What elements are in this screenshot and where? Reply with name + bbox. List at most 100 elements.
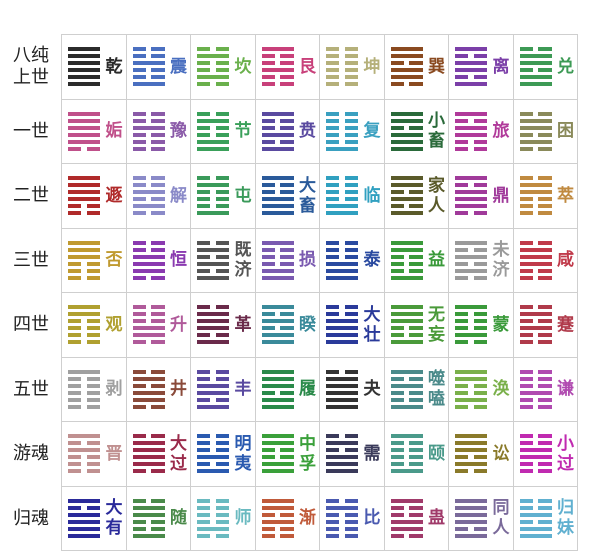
yang-segment bbox=[197, 139, 229, 144]
yang-segment bbox=[455, 82, 487, 87]
yin-segment bbox=[390, 268, 404, 273]
yang-segment bbox=[68, 533, 100, 538]
yang-segment bbox=[261, 211, 294, 216]
yin-segment bbox=[280, 183, 294, 188]
hexagram-symbol bbox=[197, 47, 229, 87]
hexagram-line bbox=[68, 240, 100, 245]
yin-segment bbox=[344, 448, 358, 453]
hexagram-line bbox=[132, 305, 165, 310]
hexagram-line bbox=[390, 247, 423, 252]
yin-segment bbox=[132, 434, 146, 439]
hexagram-line bbox=[261, 204, 294, 209]
hexagram-line bbox=[68, 455, 100, 460]
hexagram-line bbox=[261, 275, 294, 280]
yin-segment bbox=[538, 376, 552, 381]
yin-segment bbox=[197, 397, 211, 402]
hexagram-line bbox=[326, 319, 358, 324]
hexagram-name: 坎 bbox=[234, 56, 252, 77]
yang-segment bbox=[455, 176, 487, 181]
hexagram-name: 涣 bbox=[492, 379, 510, 400]
yin-segment bbox=[215, 505, 229, 510]
hexagram-line bbox=[68, 254, 100, 259]
hexagram-line bbox=[455, 183, 487, 188]
yin-segment bbox=[538, 441, 552, 446]
hexagram-cell: 屯 bbox=[190, 163, 256, 229]
yin-segment bbox=[326, 75, 340, 80]
yin-segment bbox=[280, 526, 294, 531]
yin-segment bbox=[409, 190, 423, 195]
hexagram-symbol bbox=[197, 498, 229, 538]
yin-segment bbox=[473, 118, 487, 123]
yin-segment bbox=[473, 261, 487, 266]
yang-segment bbox=[326, 204, 358, 209]
hexagram-name: 同人 bbox=[492, 498, 510, 539]
yang-segment bbox=[197, 211, 229, 216]
yin-segment bbox=[344, 247, 358, 252]
yang-segment bbox=[68, 176, 100, 181]
yin-segment bbox=[151, 75, 165, 80]
yin-segment bbox=[344, 68, 358, 73]
yin-segment bbox=[68, 376, 82, 381]
hexagram-cell: 恒 bbox=[125, 227, 191, 293]
hexagram-line bbox=[390, 326, 423, 331]
hexagram-symbol bbox=[68, 434, 100, 474]
yang-segment bbox=[68, 240, 100, 245]
hexagram-name: 萃 bbox=[557, 185, 574, 206]
yin-segment bbox=[132, 312, 146, 317]
yin-segment bbox=[280, 82, 294, 87]
yang-segment bbox=[68, 139, 100, 144]
yin-segment bbox=[215, 111, 229, 116]
hexagram-line bbox=[519, 146, 552, 151]
yang-segment bbox=[68, 247, 100, 252]
yin-segment bbox=[409, 462, 423, 467]
hexagram-cell: 离 bbox=[448, 34, 514, 100]
yang-segment bbox=[390, 118, 423, 123]
hexagram-name: 比 bbox=[363, 508, 381, 529]
hexagram-line bbox=[197, 176, 229, 181]
hexagram-line bbox=[132, 197, 165, 202]
yin-segment bbox=[326, 68, 340, 73]
hexagram-line bbox=[197, 75, 229, 80]
yin-segment bbox=[344, 197, 358, 202]
yang-segment bbox=[132, 125, 165, 130]
yin-segment bbox=[538, 240, 552, 245]
hexagram-line bbox=[132, 111, 165, 116]
hexagram-line bbox=[132, 462, 165, 467]
hexagram-line bbox=[68, 533, 100, 538]
yin-segment bbox=[473, 75, 487, 80]
yin-segment bbox=[326, 240, 340, 245]
hexagram-line bbox=[455, 47, 487, 52]
hexagram-symbol bbox=[261, 111, 294, 151]
yin-segment bbox=[68, 397, 82, 402]
yin-segment bbox=[197, 441, 211, 446]
yang-segment bbox=[68, 190, 100, 195]
hexagram-line bbox=[197, 146, 229, 151]
yang-segment bbox=[519, 448, 552, 453]
hexagram-cell: 震 bbox=[125, 34, 191, 100]
yin-segment bbox=[261, 254, 275, 259]
yin-segment bbox=[538, 211, 552, 216]
hexagram-line bbox=[261, 340, 294, 345]
hexagram-line bbox=[326, 326, 358, 331]
yang-segment bbox=[197, 146, 229, 151]
table-row: 二世 遯 解 屯 大畜 临 家人 鼎 萃 bbox=[0, 163, 578, 229]
yin-segment bbox=[261, 54, 275, 59]
yang-segment bbox=[261, 340, 294, 345]
yin-segment bbox=[261, 190, 275, 195]
hexagram-line bbox=[132, 312, 165, 317]
hexagram-line bbox=[132, 319, 165, 324]
hexagram-symbol bbox=[326, 240, 358, 280]
hexagram-line bbox=[326, 512, 358, 517]
yin-segment bbox=[151, 275, 165, 280]
hexagram-cell: 姤 bbox=[61, 98, 127, 164]
yin-segment bbox=[390, 455, 404, 460]
hexagram-line bbox=[132, 176, 165, 181]
hexagram-line bbox=[455, 390, 487, 395]
hexagram-line bbox=[326, 369, 358, 374]
yin-segment bbox=[519, 197, 533, 202]
hexagram-line bbox=[326, 190, 358, 195]
hexagram-line bbox=[132, 434, 165, 439]
hexagram-line bbox=[519, 132, 552, 137]
yin-segment bbox=[538, 462, 552, 467]
hexagram-line bbox=[68, 82, 100, 87]
